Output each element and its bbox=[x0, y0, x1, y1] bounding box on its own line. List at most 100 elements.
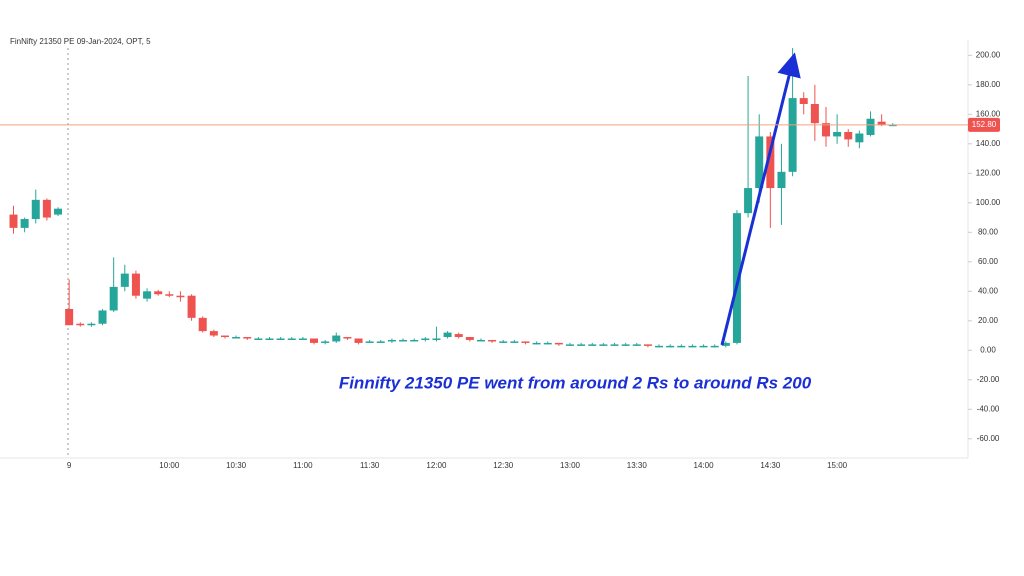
candle-body bbox=[866, 118, 875, 135]
candle-body bbox=[833, 132, 842, 137]
candle-body bbox=[265, 338, 274, 340]
candle-body bbox=[677, 345, 686, 348]
candle-body bbox=[632, 344, 641, 346]
candle-body bbox=[209, 331, 218, 336]
candle-body bbox=[243, 337, 252, 339]
candle-body bbox=[666, 345, 675, 348]
candle-body bbox=[488, 339, 497, 342]
candle-body bbox=[788, 98, 797, 172]
y-tick-label: 120.00 bbox=[976, 168, 1001, 177]
candle-body bbox=[588, 344, 597, 346]
candle-body bbox=[499, 341, 508, 343]
y-tick-label: 200.00 bbox=[976, 50, 1001, 59]
candle-body bbox=[354, 338, 363, 343]
candle-body bbox=[321, 341, 330, 343]
x-tick-label: 13:00 bbox=[560, 461, 581, 470]
y-tick-label: 20.00 bbox=[978, 316, 999, 325]
candle-body bbox=[521, 341, 530, 343]
y-tick-label: -40.00 bbox=[977, 404, 1000, 413]
candle-body bbox=[732, 213, 741, 343]
price-label: 152.80 bbox=[972, 120, 997, 129]
y-tick-label: 100.00 bbox=[976, 198, 1001, 207]
x-tick-label: 14:30 bbox=[760, 461, 781, 470]
candle-body bbox=[454, 334, 463, 338]
candle-body bbox=[755, 136, 764, 189]
candle-body bbox=[643, 344, 652, 346]
x-tick-label: 12:30 bbox=[493, 461, 514, 470]
arrow bbox=[720, 52, 801, 346]
candle-body bbox=[232, 337, 241, 339]
y-tick-label: 0.00 bbox=[980, 345, 996, 354]
candle-body bbox=[877, 121, 886, 125]
candle-body bbox=[599, 344, 608, 346]
candle-body bbox=[310, 338, 319, 343]
candle-body bbox=[532, 342, 541, 345]
candle-body bbox=[655, 345, 664, 348]
candle-body bbox=[76, 323, 85, 326]
candle-body bbox=[343, 337, 352, 339]
candle-body bbox=[42, 199, 51, 218]
candle-body bbox=[87, 323, 96, 326]
x-tick-label: 9 bbox=[67, 461, 72, 470]
y-tick-label: 40.00 bbox=[978, 286, 999, 295]
candle-body bbox=[65, 308, 74, 326]
candle-body bbox=[365, 341, 374, 343]
candle-body bbox=[577, 344, 586, 346]
candle-body bbox=[777, 171, 786, 189]
candle-body bbox=[376, 341, 385, 343]
y-tick-label: 140.00 bbox=[976, 139, 1001, 148]
candle-body bbox=[154, 291, 163, 295]
candle-body bbox=[287, 338, 296, 340]
candle-body bbox=[610, 344, 619, 346]
y-tick-label: -60.00 bbox=[977, 434, 1000, 443]
y-tick-label: 80.00 bbox=[978, 227, 999, 236]
candle-body bbox=[476, 339, 485, 342]
candle-body bbox=[399, 339, 408, 342]
candle-body bbox=[254, 338, 263, 340]
y-tick-label: 60.00 bbox=[978, 257, 999, 266]
x-tick-label: 11:30 bbox=[360, 461, 380, 470]
x-tick-label: 10:00 bbox=[159, 461, 180, 470]
x-tick-label: 10:30 bbox=[226, 461, 247, 470]
candle-body bbox=[699, 345, 708, 348]
candle-body bbox=[220, 335, 229, 338]
candle-body bbox=[688, 345, 697, 348]
x-tick-label: 11:00 bbox=[293, 461, 313, 470]
candle-body bbox=[20, 219, 29, 228]
candle-body bbox=[554, 342, 563, 345]
candle-body bbox=[766, 136, 775, 189]
candle-body bbox=[443, 332, 452, 338]
candle-body bbox=[566, 344, 574, 346]
candle-body bbox=[120, 273, 129, 287]
candle-body bbox=[176, 295, 185, 298]
candle-body bbox=[276, 338, 285, 340]
annotation: Finnifty 21350 PE went from around 2 Rs … bbox=[339, 373, 812, 392]
candle-body bbox=[855, 133, 864, 143]
candle-body bbox=[799, 98, 808, 104]
candle-body bbox=[298, 338, 307, 340]
candle-body bbox=[9, 214, 18, 228]
candle-body bbox=[54, 208, 63, 215]
candles bbox=[9, 47, 897, 348]
candle-body bbox=[421, 338, 430, 340]
candle-body bbox=[744, 188, 753, 214]
x-tick-label: 13:30 bbox=[627, 461, 648, 470]
candle-body bbox=[187, 295, 196, 318]
candle-body bbox=[710, 345, 719, 348]
price-label-box bbox=[968, 117, 1000, 132]
candle-body bbox=[543, 342, 552, 345]
candle-body bbox=[332, 335, 341, 342]
candle-body bbox=[98, 310, 107, 324]
x-tick-label: 12:00 bbox=[426, 461, 447, 470]
candle-body bbox=[109, 286, 118, 311]
candle-body bbox=[721, 342, 730, 346]
candle-body bbox=[387, 339, 396, 342]
candle-body bbox=[510, 341, 519, 343]
y-tick-label: 180.00 bbox=[976, 80, 1001, 89]
candle-body bbox=[143, 291, 152, 299]
candle-body bbox=[31, 199, 40, 220]
candle-body bbox=[410, 339, 419, 342]
candle-body bbox=[165, 294, 174, 296]
